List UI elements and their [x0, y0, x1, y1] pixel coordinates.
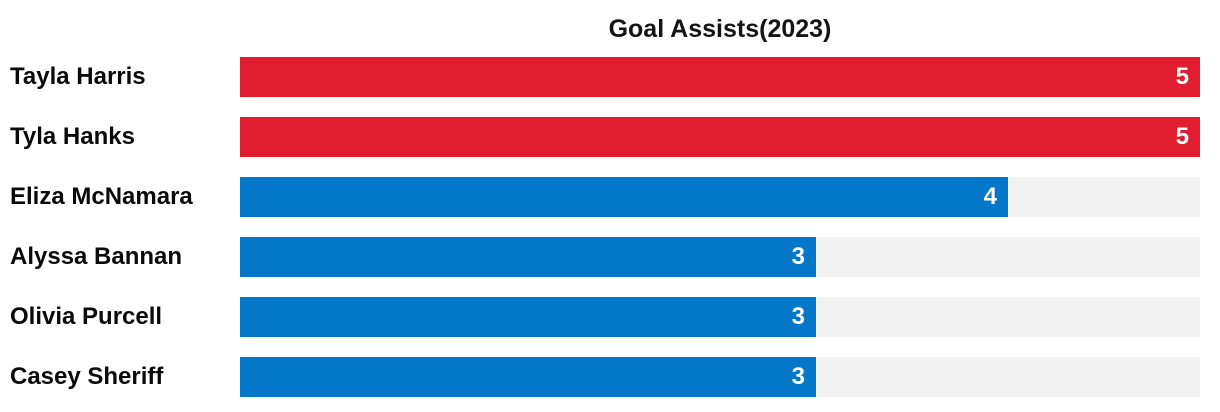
- value-label: 3: [791, 243, 805, 270]
- player-label: Tayla Harris: [10, 63, 146, 90]
- bar-row: Tayla Harris 5: [0, 57, 1200, 97]
- bar-row: Casey Sheriff 3: [0, 357, 1200, 397]
- bar-track: 3: [240, 357, 1200, 397]
- player-label: Alyssa Bannan: [10, 243, 183, 270]
- value-label: 3: [791, 303, 805, 330]
- bar-row: Alyssa Bannan 3: [0, 237, 1200, 277]
- bar-row: Eliza McNamara 4: [0, 177, 1200, 217]
- player-label: Eliza McNamara: [10, 183, 193, 210]
- player-label: Olivia Purcell: [10, 303, 163, 330]
- bar-track: 4: [240, 177, 1200, 217]
- bar-track: 3: [240, 297, 1200, 337]
- bar: 3: [240, 357, 816, 397]
- bar-row: Olivia Purcell 3: [0, 297, 1200, 337]
- bar: 3: [240, 237, 816, 277]
- value-label: 4: [983, 183, 997, 210]
- bar-track: 3: [240, 237, 1200, 277]
- chart-title: Goal Assists(2023): [608, 15, 832, 43]
- bar: 5: [240, 57, 1200, 97]
- player-label: Tyla Hanks: [10, 123, 135, 150]
- bar-row: Tyla Hanks 5: [0, 117, 1200, 157]
- bar-track: 5: [240, 57, 1200, 97]
- value-label: 5: [1175, 63, 1189, 90]
- bar: 3: [240, 297, 816, 337]
- value-label: 5: [1175, 123, 1189, 150]
- bar: 5: [240, 117, 1200, 157]
- bar-track: 5: [240, 117, 1200, 157]
- bar-rows: Tayla Harris 5 Tyla Hanks 5 Eliza McNamara 4 A…: [0, 57, 1220, 397]
- player-label: Casey Sheriff: [10, 363, 164, 390]
- bar: 4: [240, 177, 1008, 217]
- value-label: 3: [791, 363, 805, 390]
